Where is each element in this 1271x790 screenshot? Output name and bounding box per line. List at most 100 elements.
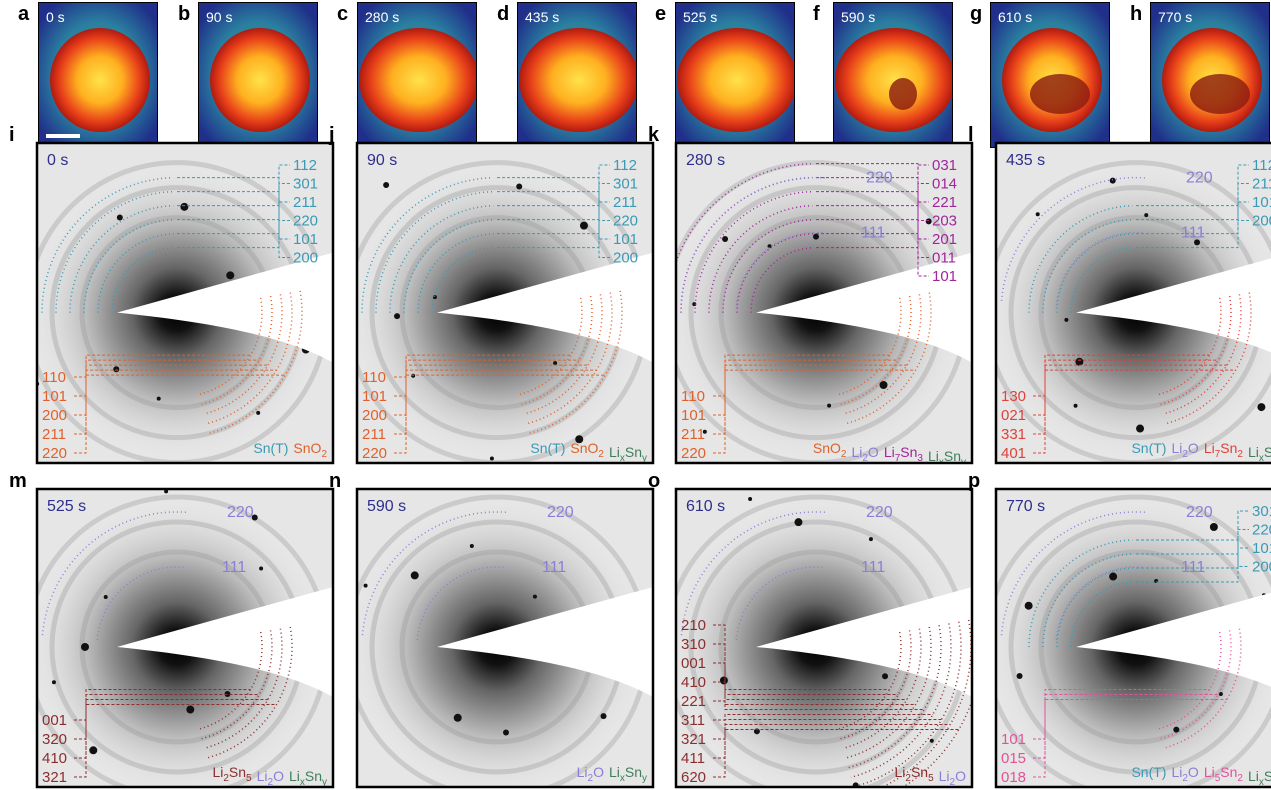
figure: a0 sb90 sc280 sd435 se525 sf590 sg610 sh… — [0, 0, 1271, 790]
diffraction-panel: 220111590 sLi2OLixSny — [345, 489, 659, 790]
diffraction-panel: 0310142212032010111011101012112202201112… — [666, 143, 972, 483]
legend-part: Li — [1171, 764, 1182, 780]
panel-letter: o — [648, 470, 660, 492]
legend-part: Sn — [305, 768, 322, 784]
spot — [383, 182, 389, 188]
ring-label: 111 — [861, 559, 885, 576]
spot — [553, 361, 557, 365]
lower-label: 101 — [42, 388, 67, 405]
legend-part: SnO — [813, 440, 841, 456]
spot — [533, 595, 537, 599]
lower-label: 220 — [42, 445, 67, 462]
spot — [411, 571, 419, 579]
panel-letter: l — [968, 124, 974, 146]
panel-letter: m — [9, 470, 27, 492]
time-label: 525 s — [47, 498, 86, 515]
lower-label: 001 — [681, 655, 706, 672]
spot — [394, 313, 400, 319]
legend-part: O — [273, 768, 284, 784]
ring-label: 220 — [227, 504, 254, 521]
upper-label: 220 — [613, 213, 638, 230]
time-label: 610 s — [686, 498, 725, 515]
lower-label: 211 — [42, 426, 66, 443]
panel-letter: c — [337, 3, 348, 25]
spot — [1110, 178, 1116, 184]
legend-part: 2 — [841, 449, 847, 460]
lower-label: 110 — [362, 369, 386, 386]
upper-label: 200 — [1252, 213, 1271, 230]
legend-part: Sn — [229, 764, 246, 780]
legend-part: Li — [1248, 768, 1259, 784]
spot — [794, 518, 802, 526]
upper-label: 112 — [613, 157, 637, 174]
diffraction-panel: 1123012112201012001101012002112200 sSn(T… — [23, 143, 333, 463]
lower-label: 320 — [42, 731, 67, 748]
spot — [1210, 523, 1218, 531]
lower-label: 331 — [1001, 426, 1026, 443]
legend-part: Sn(T) — [1131, 440, 1166, 456]
void — [1190, 74, 1250, 114]
legend-part: Sn — [900, 444, 917, 460]
time-label: 0 s — [47, 152, 68, 169]
legend-part: Li — [1204, 764, 1215, 780]
scale-bar — [46, 134, 80, 138]
legend-part: 2 — [321, 449, 327, 460]
spot — [1064, 318, 1068, 322]
spot — [411, 374, 415, 378]
legend-part: Li — [928, 448, 939, 464]
spot — [654, 592, 660, 598]
lower-label: 101 — [1001, 731, 1026, 748]
legend-part: Sn — [911, 764, 928, 780]
time-label: 770 s — [1006, 498, 1045, 515]
lower-label: 018 — [1001, 769, 1026, 786]
legend-part: Li — [894, 764, 905, 780]
spot — [1173, 727, 1179, 733]
diffraction-panel: 112211101200130021331401220111435 sSn(T)… — [986, 143, 1271, 464]
legend-part: O — [955, 768, 966, 784]
spot — [1017, 673, 1023, 679]
lower-label: 321 — [42, 769, 67, 786]
spot — [813, 234, 819, 240]
void — [1030, 74, 1090, 114]
spot — [157, 397, 161, 401]
legend-part: Sn — [625, 764, 642, 780]
legend-part: Li — [851, 444, 862, 460]
time-label: 0 s — [46, 9, 65, 25]
ring-label: 220 — [866, 170, 893, 187]
lower-label: 401 — [1001, 445, 1026, 462]
spot — [81, 643, 89, 651]
legend-part: y — [642, 773, 647, 784]
upper-label: 031 — [932, 157, 957, 174]
upper-label: 101 — [613, 231, 638, 248]
lower-label: 130 — [1001, 388, 1026, 405]
panel-letter: j — [328, 124, 335, 146]
upper-label: 101 — [1252, 540, 1271, 557]
upper-label: 200 — [1252, 559, 1271, 576]
upper-label: 011 — [932, 250, 956, 267]
particle — [519, 28, 639, 132]
spot — [52, 680, 56, 684]
legend-part: Sn — [625, 444, 642, 460]
spot — [869, 537, 873, 541]
legend-part: O — [1188, 440, 1199, 456]
legend-part: 5 — [928, 773, 934, 784]
legend-part: O — [1188, 764, 1199, 780]
lower-label: 210 — [681, 617, 706, 634]
lower-label: 001 — [42, 712, 67, 729]
upper-label: 101 — [1252, 194, 1271, 211]
legend-part: Li — [609, 764, 620, 780]
legend-part: 2 — [1237, 773, 1243, 784]
legend-part: Sn(T) — [530, 440, 565, 456]
spot — [256, 411, 260, 415]
legend-part: Li — [577, 764, 588, 780]
lower-label: 620 — [681, 769, 706, 786]
legend-part: O — [593, 764, 604, 780]
spot — [345, 669, 353, 677]
lower-label: 200 — [362, 407, 387, 424]
panel-letter: n — [329, 470, 341, 492]
void — [889, 78, 917, 110]
upper-label: 301 — [613, 176, 638, 193]
time-label: 590 s — [841, 9, 875, 25]
spot — [180, 203, 188, 211]
